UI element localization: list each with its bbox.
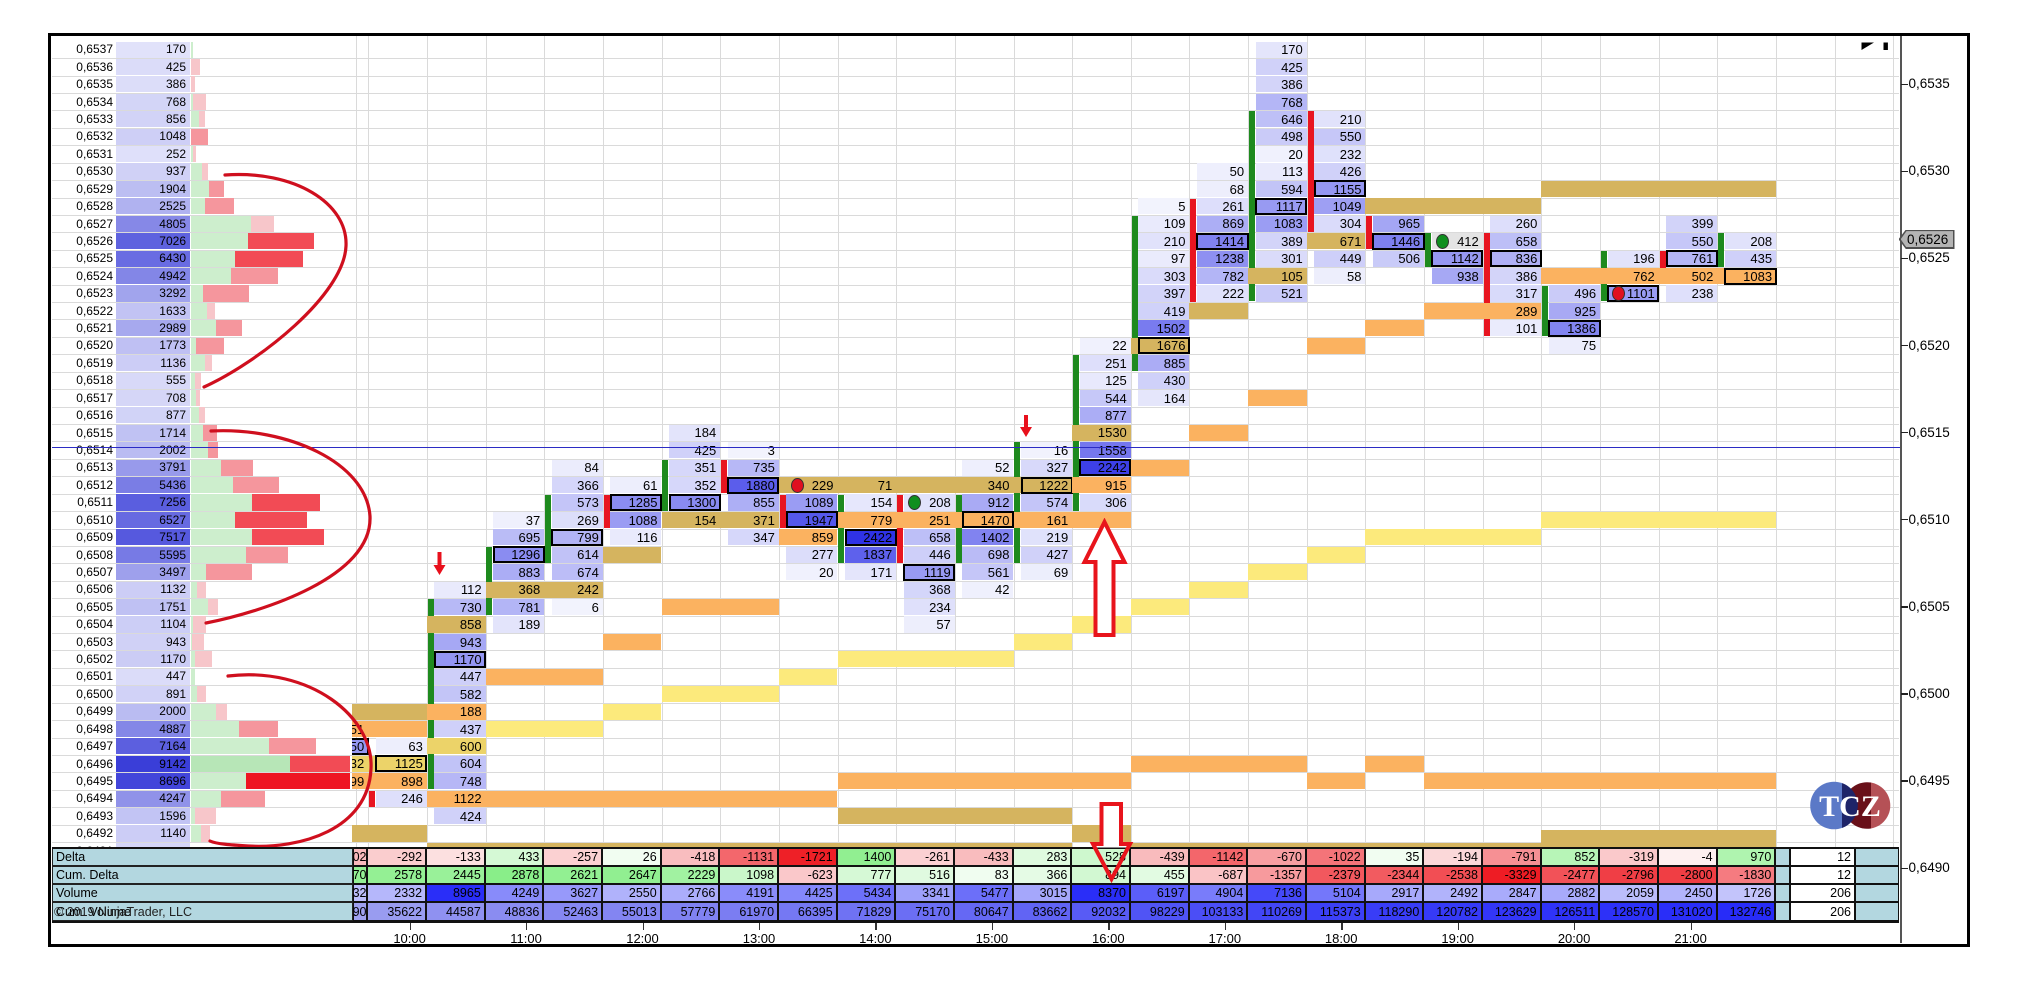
svg-text:TCZ: TCZ <box>1819 790 1881 823</box>
